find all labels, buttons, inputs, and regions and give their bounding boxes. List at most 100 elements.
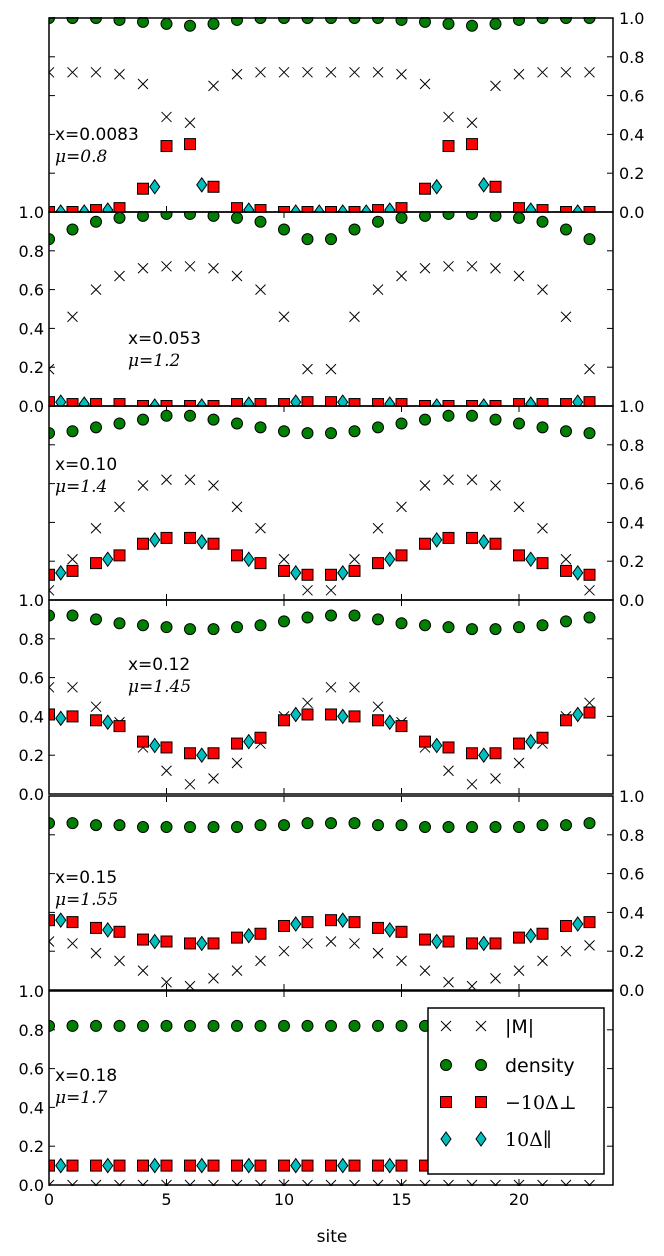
point-dpar bbox=[478, 935, 490, 952]
point-M bbox=[490, 262, 501, 274]
point-density bbox=[536, 215, 549, 228]
point-M-stroke-b bbox=[560, 311, 572, 323]
point-dperp bbox=[513, 549, 525, 562]
point-M bbox=[67, 553, 78, 565]
point-M bbox=[255, 955, 266, 967]
legend-label-dperp: −10Δ⊥ bbox=[505, 1092, 577, 1114]
point-dperp bbox=[372, 398, 384, 407]
point-M-stroke-b bbox=[325, 66, 337, 78]
point-M bbox=[49, 363, 55, 375]
point-dperp bbox=[184, 531, 196, 544]
point-dpar bbox=[478, 398, 490, 407]
point-M bbox=[278, 311, 290, 323]
legend-marker-dperp bbox=[440, 1096, 452, 1108]
point-density bbox=[184, 409, 196, 422]
point-M-stroke-b bbox=[584, 697, 595, 709]
point-density bbox=[325, 817, 337, 830]
point-M bbox=[208, 773, 219, 784]
point-M bbox=[302, 584, 313, 596]
panel-5: 0.0 0.2 0.4 0.6 0.8 1.0 x=0.15μ=1.55 bbox=[48, 787, 644, 1000]
point-density bbox=[160, 17, 173, 30]
point-M-stroke-b bbox=[161, 474, 172, 486]
point-M-stroke-a bbox=[49, 589, 55, 596]
y-tick-label: 0.8 bbox=[19, 630, 44, 649]
point-M bbox=[560, 66, 572, 78]
point-density bbox=[231, 417, 243, 430]
y-tick-label: 0.2 bbox=[19, 746, 44, 765]
y-tick-label: 0.0 bbox=[619, 203, 644, 222]
point-M bbox=[49, 584, 55, 596]
point-density bbox=[254, 619, 267, 632]
point-density bbox=[160, 621, 173, 634]
point-dperp bbox=[66, 398, 79, 407]
point-dperp bbox=[254, 557, 267, 570]
point-M bbox=[90, 66, 102, 78]
point-M bbox=[255, 284, 266, 295]
point-M-stroke-b bbox=[302, 66, 313, 78]
point-density bbox=[583, 817, 596, 830]
point-dperp bbox=[560, 398, 572, 407]
point-M-stroke-b bbox=[513, 68, 525, 80]
point-M-stroke-b bbox=[90, 522, 102, 534]
point-dperp bbox=[113, 202, 126, 213]
point-density bbox=[184, 19, 196, 32]
point-density bbox=[254, 1019, 267, 1032]
point-M bbox=[184, 260, 196, 272]
point-dperp bbox=[137, 1159, 149, 1172]
point-density bbox=[231, 1019, 243, 1032]
point-M bbox=[372, 701, 384, 713]
point-M bbox=[231, 270, 243, 282]
point-M bbox=[208, 262, 219, 274]
point-dperp bbox=[66, 710, 79, 723]
point-M-stroke-b bbox=[560, 553, 572, 565]
point-density bbox=[395, 417, 408, 430]
point-dperp bbox=[442, 140, 455, 153]
point-density bbox=[466, 623, 478, 636]
point-dperp bbox=[395, 398, 408, 407]
point-dpar bbox=[525, 202, 537, 213]
point-M bbox=[325, 584, 337, 596]
panel-series bbox=[49, 817, 596, 991]
point-M bbox=[419, 262, 431, 274]
point-dpar bbox=[243, 1157, 255, 1174]
point-M bbox=[184, 778, 196, 790]
panel-mu-label: μ=1.55 bbox=[55, 890, 118, 910]
point-M-stroke-b bbox=[161, 765, 172, 777]
point-M-stroke-b bbox=[560, 66, 572, 78]
point-dperp bbox=[137, 537, 149, 550]
point-M-stroke-b bbox=[67, 553, 78, 565]
point-M-stroke-b bbox=[90, 947, 102, 959]
point-density bbox=[301, 1019, 314, 1032]
point-M-stroke-b bbox=[90, 284, 102, 295]
point-dperp bbox=[325, 396, 337, 407]
point-dpar bbox=[431, 737, 443, 754]
point-dperp bbox=[66, 1159, 79, 1172]
panel-x-label: x=0.15 bbox=[55, 868, 117, 888]
point-dpar bbox=[431, 531, 443, 548]
point-M-stroke-b bbox=[161, 976, 172, 988]
x-tick-label: 20 bbox=[509, 1190, 529, 1209]
point-M bbox=[161, 976, 172, 988]
point-M-stroke-b bbox=[67, 66, 78, 78]
point-dperp bbox=[348, 916, 361, 929]
point-dperp bbox=[278, 1159, 290, 1172]
point-M-stroke-b bbox=[443, 260, 454, 272]
point-M bbox=[372, 66, 384, 78]
point-M bbox=[278, 945, 290, 957]
point-density bbox=[49, 1019, 55, 1032]
point-density bbox=[207, 1019, 220, 1032]
point-M bbox=[466, 117, 478, 129]
point-density bbox=[583, 427, 596, 440]
point-dperp bbox=[160, 935, 173, 948]
point-dperp bbox=[560, 919, 572, 932]
point-M bbox=[137, 262, 149, 274]
point-density bbox=[395, 819, 408, 832]
legend-marker-density bbox=[440, 1059, 452, 1071]
point-M-stroke-b bbox=[466, 778, 478, 790]
point-M-stroke-b bbox=[584, 584, 595, 596]
point-density bbox=[90, 613, 102, 626]
point-M bbox=[49, 936, 55, 947]
point-dperp bbox=[325, 708, 337, 721]
point-density bbox=[278, 819, 290, 832]
point-dpar bbox=[478, 533, 490, 550]
